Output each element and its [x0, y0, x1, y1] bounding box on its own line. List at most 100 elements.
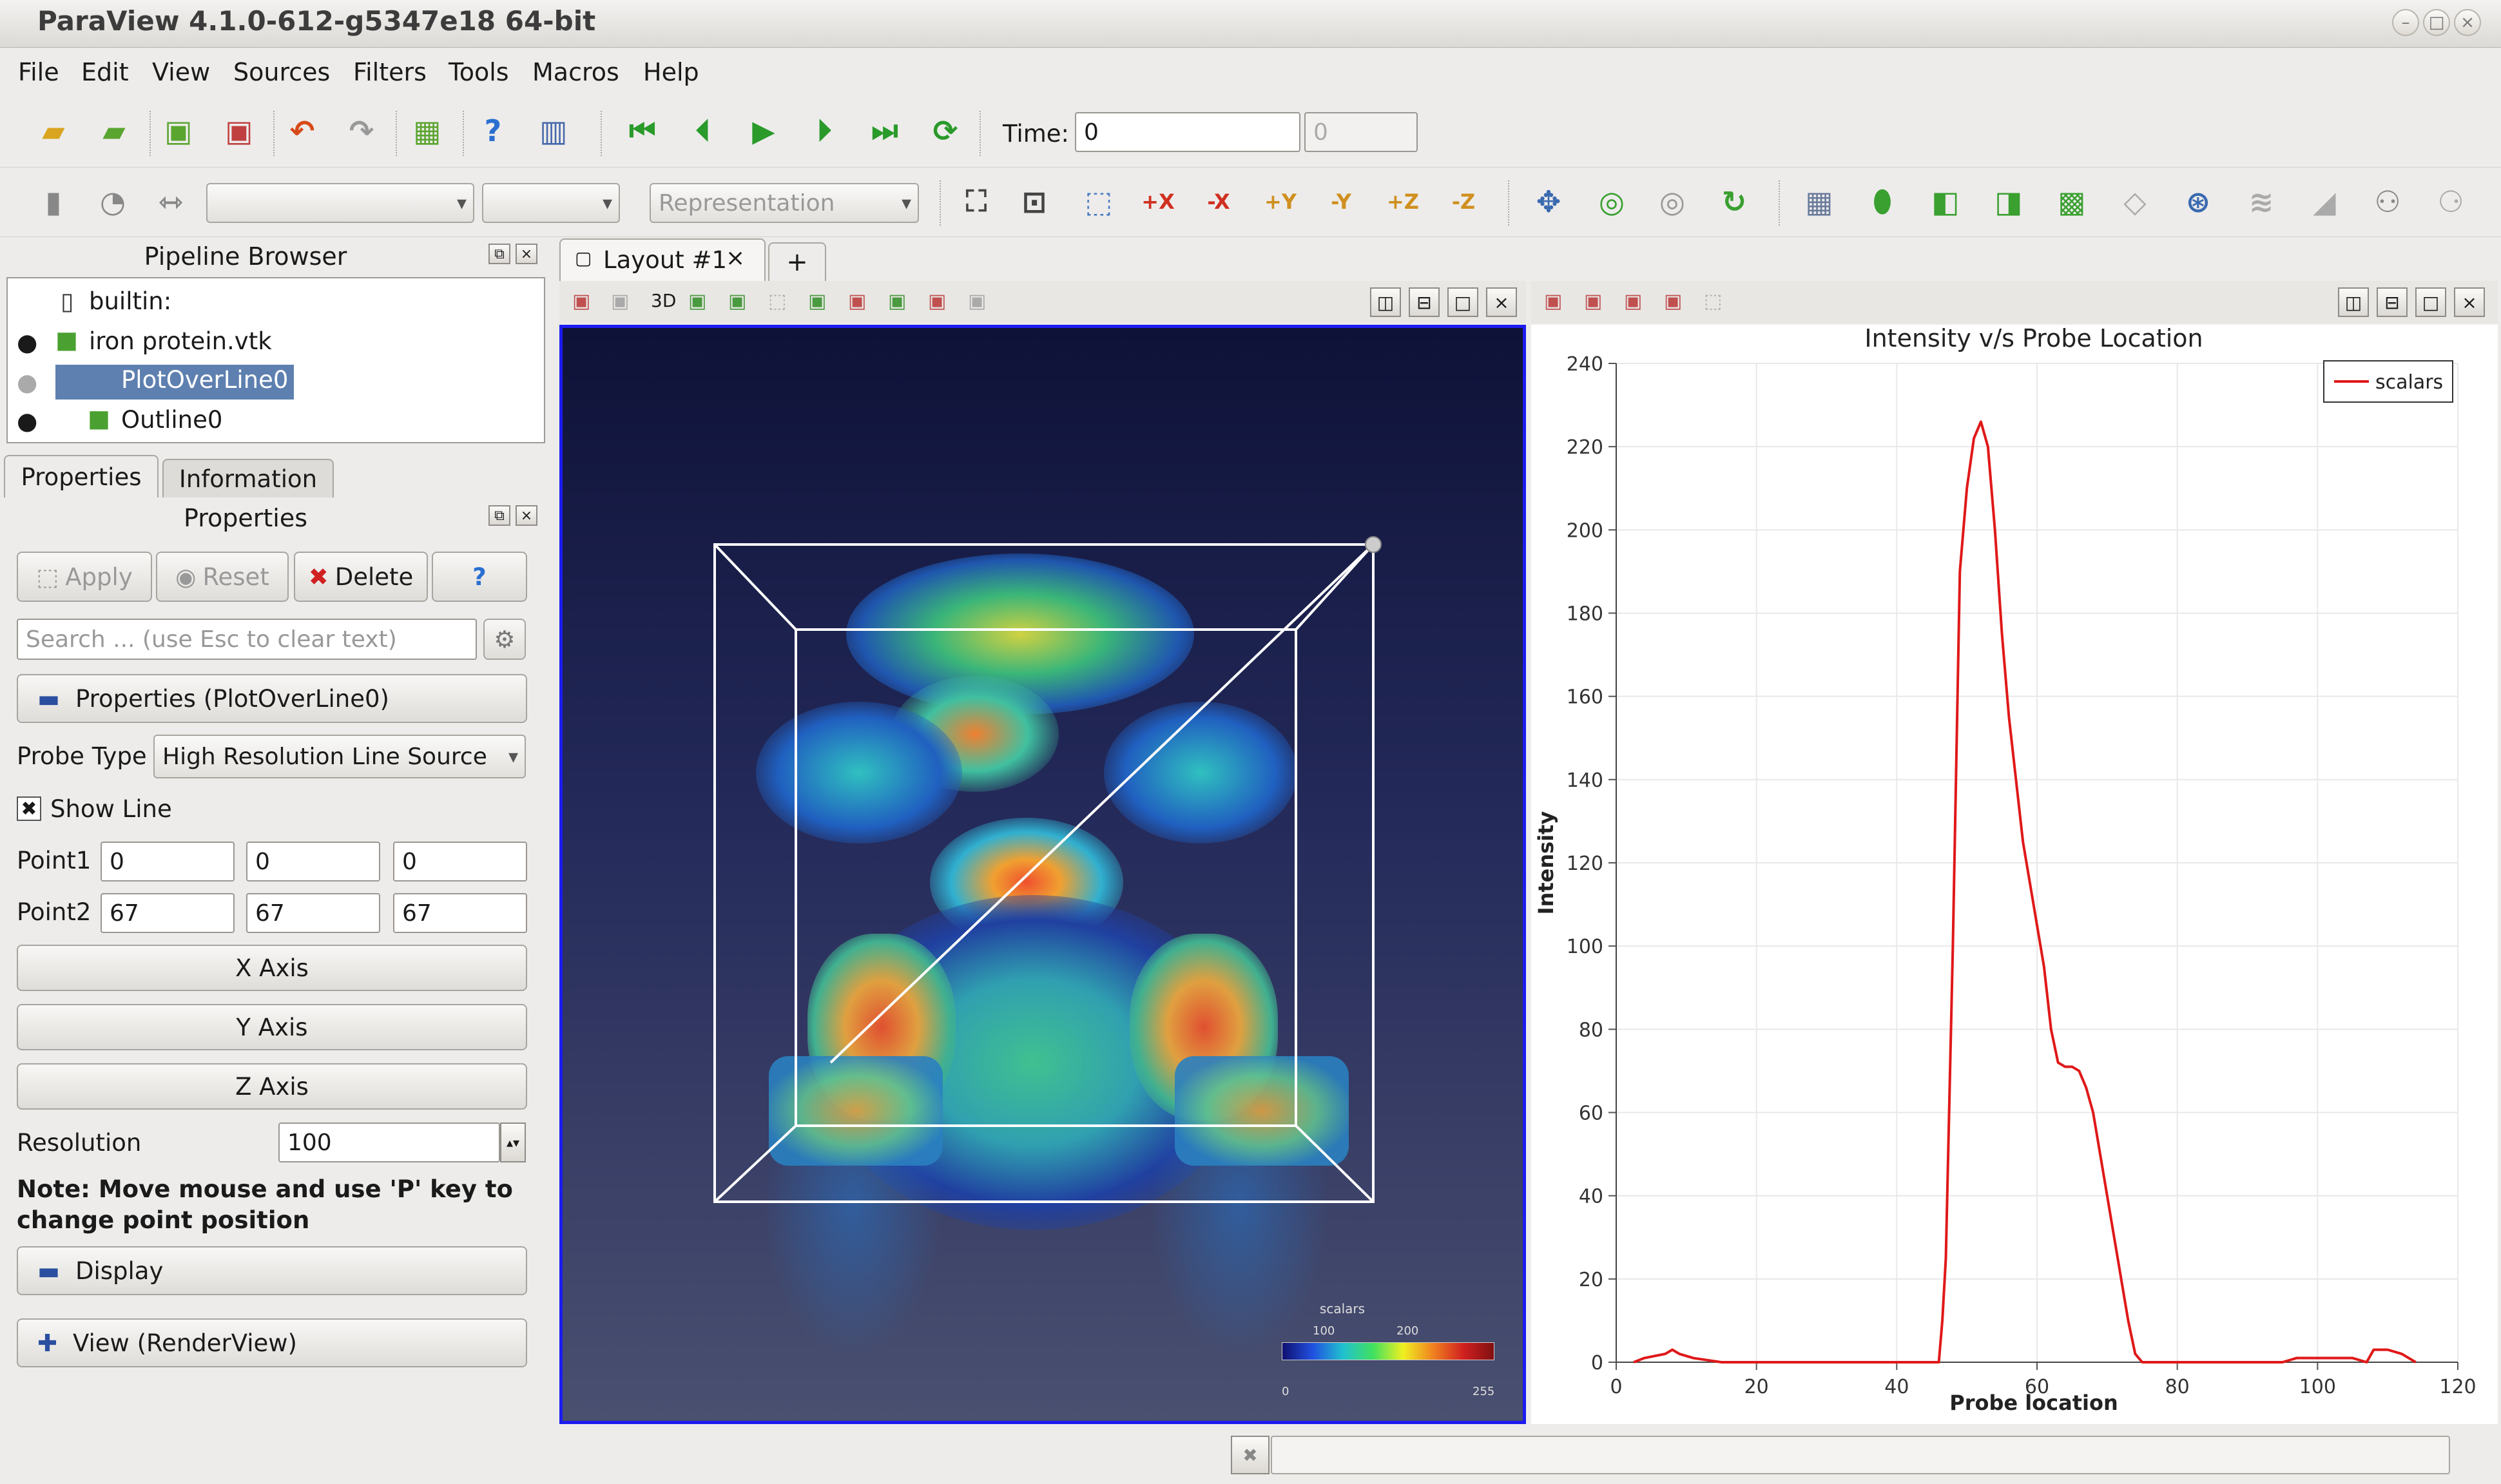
- previous-frame-icon[interactable]: ⏴: [695, 113, 711, 148]
- center-axes-icon[interactable]: ✥: [1536, 184, 1561, 219]
- set-view-plus-y-icon[interactable]: +Y: [1264, 189, 1297, 214]
- help-button[interactable]: ?: [432, 552, 527, 602]
- slice-icon[interactable]: ◨: [1994, 184, 2023, 219]
- close-view-icon[interactable]: ×: [1486, 287, 1517, 317]
- pipeline-item-builtin[interactable]: builtin:: [89, 287, 172, 315]
- menu-macros[interactable]: Macros: [532, 58, 619, 86]
- set-view-plus-x-icon[interactable]: +X: [1141, 189, 1175, 214]
- glyph-icon[interactable]: ⊛: [2185, 184, 2211, 219]
- group-datasets-icon[interactable]: ⚇: [2374, 184, 2401, 219]
- y-axis-button[interactable]: Y Axis: [17, 1004, 527, 1050]
- chart-select-add-icon[interactable]: ▣: [1584, 290, 1603, 313]
- stream-tracer-icon[interactable]: ≋: [2248, 184, 2274, 219]
- reset-button[interactable]: ◉ Reset: [156, 552, 289, 602]
- tab-properties[interactable]: Properties: [4, 455, 159, 497]
- point1-z-input[interactable]: 0: [393, 842, 527, 882]
- properties-section-header[interactable]: ▬ Properties (PlotOverLine0): [17, 674, 527, 723]
- pipeline-item-plotoverline[interactable]: PlotOverLine0: [121, 366, 289, 394]
- split-horizontal-icon[interactable]: ◫: [2338, 287, 2369, 317]
- close-view-icon[interactable]: ×: [2454, 287, 2485, 317]
- maximize-view-icon[interactable]: □: [2415, 287, 2446, 317]
- component-select[interactable]: [482, 183, 620, 223]
- time-step-spinbox[interactable]: 0: [1304, 112, 1418, 152]
- maximize-view-icon[interactable]: □: [1447, 287, 1478, 317]
- split-vertical-icon[interactable]: ⊟: [1409, 287, 1440, 317]
- reset-session-icon[interactable]: ▦: [413, 113, 441, 148]
- rotate-cw-icon[interactable]: ◎: [1598, 184, 1625, 219]
- connect-icon[interactable]: ▣: [164, 113, 193, 148]
- rescale-range-icon[interactable]: ⇿: [158, 184, 184, 219]
- interactive-select-icon[interactable]: ▣: [848, 290, 867, 313]
- chart-select-toggle-icon[interactable]: ▣: [1664, 290, 1683, 313]
- color-legend-icon[interactable]: ▮: [45, 184, 62, 219]
- time-input[interactable]: 0: [1075, 112, 1300, 152]
- line-chart-view[interactable]: Intensity v/s Probe Location Probe locat…: [1531, 325, 2498, 1424]
- zoom-to-box-icon[interactable]: ⬚: [1085, 184, 1113, 219]
- show-line-checkbox[interactable]: ✖: [17, 796, 41, 821]
- menu-sources[interactable]: Sources: [233, 58, 331, 86]
- split-vertical-icon[interactable]: ⊟: [2377, 287, 2408, 317]
- float-panel-icon[interactable]: ⧉: [488, 244, 510, 264]
- maximize-icon[interactable]: □: [2423, 9, 2450, 36]
- color-by-select[interactable]: [206, 183, 474, 223]
- interaction-mode-icon[interactable]: ▣: [611, 290, 630, 313]
- select-frustum-icon[interactable]: ⬚: [768, 290, 787, 313]
- menu-filters[interactable]: Filters: [353, 58, 427, 86]
- close-tab-icon[interactable]: ×: [726, 245, 746, 271]
- eye-icon[interactable]: ●: [17, 407, 38, 435]
- pick-center-icon[interactable]: ▥: [539, 113, 568, 148]
- add-layout-button[interactable]: +: [768, 242, 826, 281]
- hover-points-icon[interactable]: ▣: [888, 290, 907, 313]
- last-frame-icon[interactable]: ⏭: [871, 113, 898, 148]
- reset-camera-icon[interactable]: ⛶: [965, 184, 987, 218]
- next-frame-icon[interactable]: ⏵: [816, 113, 832, 148]
- resolution-spinner[interactable]: ▴▾: [500, 1123, 526, 1162]
- rotate-90-icon[interactable]: ↻: [1721, 184, 1747, 219]
- representation-select[interactable]: Representation: [650, 183, 919, 223]
- delete-button[interactable]: ✖ Delete: [294, 552, 428, 602]
- resolution-input[interactable]: 100: [278, 1123, 500, 1162]
- redo-icon[interactable]: ↷: [349, 113, 374, 148]
- minimize-icon[interactable]: –: [2392, 9, 2419, 36]
- extract-level-icon[interactable]: ⚆: [2437, 184, 2464, 219]
- close-icon[interactable]: ×: [2454, 9, 2481, 36]
- rotate-ccw-icon[interactable]: ◎: [1659, 184, 1686, 219]
- extract-subset-icon[interactable]: ◇: [2123, 184, 2147, 219]
- menu-tools[interactable]: Tools: [449, 58, 509, 86]
- warp-icon[interactable]: ◢: [2313, 184, 2336, 219]
- menu-help[interactable]: Help: [643, 58, 699, 86]
- menu-view[interactable]: View: [152, 58, 211, 86]
- advanced-gear-icon[interactable]: ⚙: [483, 619, 526, 660]
- line-handle[interactable]: [1365, 536, 1382, 553]
- undo-icon[interactable]: ↶: [289, 113, 315, 148]
- help-icon[interactable]: ?: [484, 113, 502, 148]
- screenshot-icon[interactable]: ▣: [572, 290, 591, 313]
- probe-type-select[interactable]: High Resolution Line Source: [153, 735, 526, 778]
- eye-icon[interactable]: ●: [17, 369, 38, 396]
- eye-icon[interactable]: ●: [17, 329, 38, 356]
- render-view[interactable]: scalars 100 200 0 255: [559, 325, 1526, 1424]
- set-view-minus-y-icon[interactable]: -Y: [1331, 189, 1351, 214]
- contour-icon[interactable]: ⬮: [1873, 184, 1892, 218]
- apply-button[interactable]: ⬚ Apply: [17, 552, 152, 602]
- hover-cells-icon[interactable]: ▣: [928, 290, 947, 313]
- loop-icon[interactable]: ⟳: [932, 113, 958, 148]
- select-cells-icon[interactable]: ▣: [688, 290, 707, 313]
- first-frame-icon[interactable]: ⏮: [629, 113, 656, 148]
- float-panel-icon[interactable]: ⧉: [488, 505, 510, 526]
- chart-select-subtract-icon[interactable]: ▣: [1624, 290, 1643, 313]
- point1-x-input[interactable]: 0: [101, 842, 235, 882]
- chart-select-icon[interactable]: ▣: [1544, 290, 1563, 313]
- clip-icon[interactable]: ◧: [1931, 184, 1960, 219]
- set-view-plus-z-icon[interactable]: +Z: [1386, 189, 1419, 214]
- point1-y-input[interactable]: 0: [246, 842, 380, 882]
- tab-layout-1[interactable]: ▢ Layout #1 ×: [559, 238, 766, 281]
- split-horizontal-icon[interactable]: ◫: [1370, 287, 1401, 317]
- x-axis-button[interactable]: X Axis: [17, 945, 527, 991]
- view-section-header[interactable]: ✚ View (RenderView): [17, 1318, 527, 1367]
- point2-x-input[interactable]: 67: [101, 893, 235, 933]
- set-view-minus-z-icon[interactable]: -Z: [1451, 189, 1476, 214]
- clear-selection-icon[interactable]: ▣: [968, 290, 987, 313]
- close-panel-icon[interactable]: ×: [516, 244, 537, 264]
- point2-y-input[interactable]: 67: [246, 893, 380, 933]
